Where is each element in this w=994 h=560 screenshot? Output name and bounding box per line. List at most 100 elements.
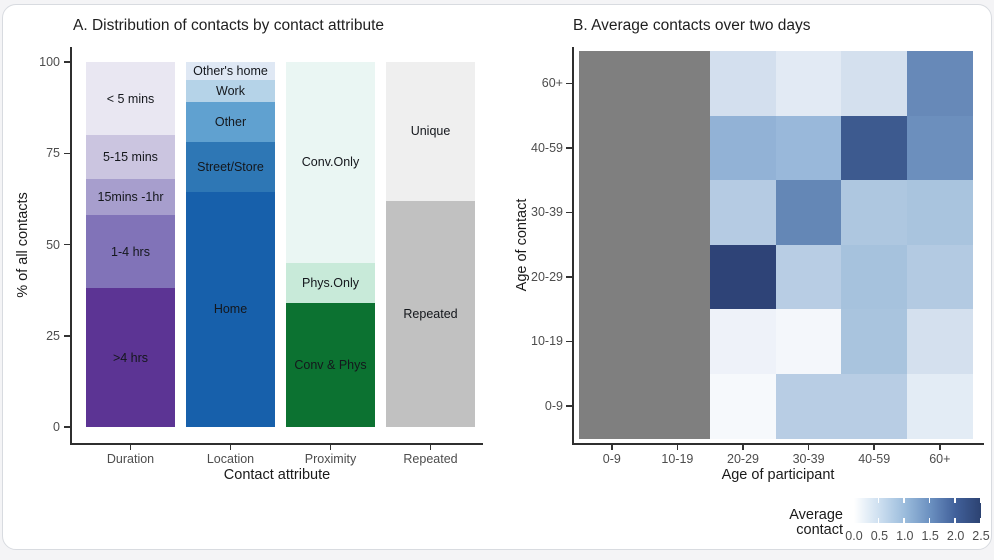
legend-tick-label: 0.5 [870,529,889,543]
y-tick-mark [63,335,70,337]
heatmap-cell [907,309,974,374]
heatmap-cell [644,373,711,439]
heatmap-cell [775,244,842,310]
x-tick-mark [676,444,679,450]
heatmap-cell [644,51,711,116]
x-tick-label: Duration [106,452,155,466]
bar-segment: Home [186,191,275,427]
bar-segment-label: Phys.Only [302,275,359,290]
y-tick-label: 20-29 [531,269,563,284]
bar-segment-label: 15mins -1hr [97,190,164,205]
heatmap-cell [710,309,777,374]
x-tick-mark [807,444,810,450]
heatmap-cell [579,180,646,245]
bar-segment: Repeated [386,200,475,427]
panel-a-title: A. Distribution of contacts by contact a… [73,17,385,34]
legend-title-line2: contact [796,522,843,538]
panel-b-x-axis-line [572,443,984,445]
y-tick-mark [63,243,70,246]
heatmap-cell [579,373,646,439]
colorbar-tick-notch [954,518,956,523]
bar-segment-label: Conv.Only [301,155,360,170]
legend-title-line1: Average [789,507,843,523]
heatmap-cell [841,115,908,181]
y-tick-label: 0-9 [544,398,563,413]
colorbar-tick-notch [928,498,931,503]
x-tick-label: Location [206,452,255,466]
heatmap-cell [644,115,711,181]
heatmap-cell [710,373,777,439]
heatmap-cell [644,309,711,374]
y-tick-label: 10-19 [531,334,563,349]
y-tick-label: 100 [39,55,60,69]
bar-segment: Conv.Only [286,62,375,263]
legend-tick-label: 2.0 [946,529,965,543]
bar-segment: Street/Store [186,142,275,192]
heatmap-cell [710,180,777,245]
x-tick-mark [129,444,132,450]
bar-segment-label: >4 hrs [112,350,149,365]
legend-tick-label: 1.0 [896,529,914,543]
heatmap-cell [775,180,842,245]
y-tick-mark [565,147,572,149]
x-tick-label: 60+ [929,452,951,466]
colorbar-tick-notch [877,498,880,503]
heatmap-cell [907,115,974,181]
bar-segment: Other [186,102,275,143]
heatmap-cell [841,309,908,374]
x-tick-mark [611,444,613,450]
y-tick-label: 30-39 [531,205,563,220]
bar-segment-label: Work [216,84,245,99]
y-tick-mark [565,211,572,213]
colorbar-tick-notch [954,498,956,503]
y-tick-label: 60+ [541,76,563,91]
heatmap-cell [710,115,777,181]
bar-segment: < 5 mins [86,62,175,135]
heatmap-cell [907,51,974,116]
legend-tick-label: 2.5 [972,529,990,543]
bar-segment-label: Street/Store [197,159,264,174]
bar-segment: 15mins -1hr [86,178,175,216]
y-tick-mark [565,340,572,342]
panel-a-x-axis-title: Contact attribute [223,467,331,483]
heatmap-cell [841,244,908,310]
x-tick-label: 10-19 [661,452,694,466]
x-tick-mark [229,444,232,450]
heatmap-cell [907,373,974,439]
heatmap-cell [841,373,908,439]
figure-card: A. Distribution of contacts by contact a… [2,4,992,550]
heatmap-cell [907,180,974,245]
colorbar-tick-notch [903,518,905,523]
heatmap-cell [775,51,842,116]
bar-segment: >4 hrs [86,288,175,427]
bar-segment: Work [186,80,275,103]
y-tick-mark [63,61,70,63]
heatmap-cell [644,244,711,310]
panel-b-title: B. Average contacts over two days [573,17,811,34]
bar-segment-label: Home [213,302,248,317]
y-tick-label: 50 [46,237,60,252]
panel-b-y-axis-line [572,47,574,444]
y-tick-mark [63,152,70,154]
chart-root: 0 25 50 75 100 >4 hrs 1-4 hrs 15mins -1hr 5-15 m… [3,5,994,560]
heatmap-cell [775,373,842,439]
bar-segment: Conv & Phys [286,302,375,427]
bar-segment-label: 5-15 mins [103,149,158,164]
y-tick-mark [63,426,70,428]
colorbar-tick-notch [979,498,981,503]
heatmap-cell [775,115,842,181]
bar-segment: 5-15 mins [86,135,175,179]
bar-segment: 1-4 hrs [86,215,175,289]
legend-tick-label: 1.5 [921,529,939,543]
x-tick-label: 30-39 [792,452,825,466]
y-tick-label: 75 [46,146,60,161]
x-tick-label: Proximity [304,452,357,466]
panel-b-x-axis-title: Age of participant [721,467,835,483]
bar-segment-label: Conv & Phys [294,357,367,372]
x-tick-mark [939,444,941,450]
colorbar-tick-notch [928,518,931,523]
heatmap-cell [579,51,646,116]
bar-segment-label: Unique [410,124,451,139]
heatmap-cell [644,180,711,245]
bar-segment-label: < 5 mins [106,91,155,106]
